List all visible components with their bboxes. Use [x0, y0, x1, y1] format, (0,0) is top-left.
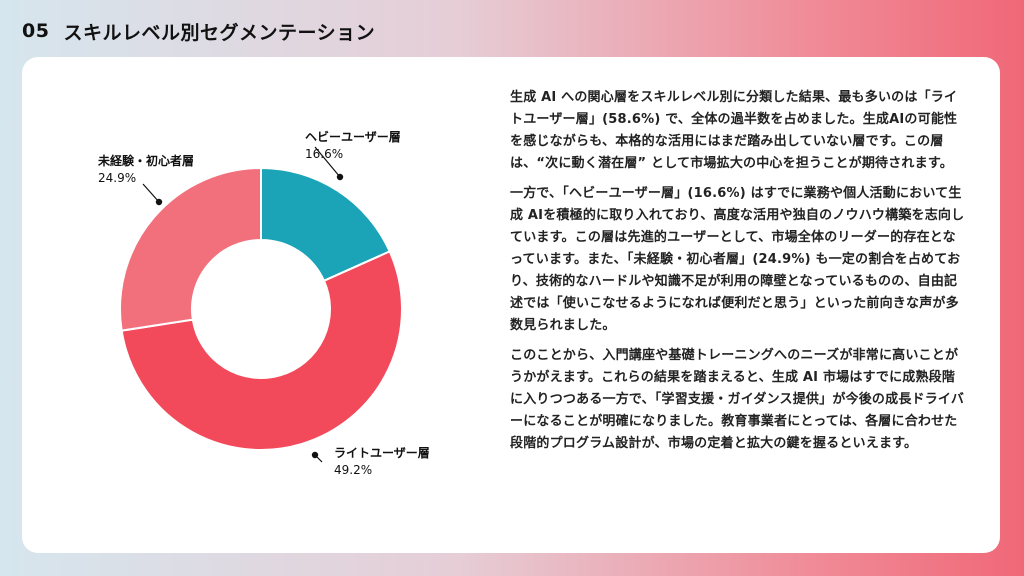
leader-dot-heavy [336, 173, 344, 181]
slice-light [120, 250, 403, 451]
leader-dot-beginner [155, 198, 163, 206]
slice-value-light: 49.2% [334, 463, 372, 477]
leader-line-beginner [142, 183, 160, 203]
paragraph-3: このことから、入門講座や基礎トレーニングへのニーズが非常に高いことがうかがえます… [510, 348, 965, 451]
leader-line-heavy [314, 146, 341, 178]
content-card: ヘビーユーザー層 16.6% ライトユーザー層 49.2% 未経験・初心者層 24.9% … [22, 57, 1000, 553]
section-number: 05 [22, 20, 50, 42]
slice-value-heavy: 16.6% [305, 147, 343, 161]
analysis-text: 生成 AI への関心層をスキルレベル別に分類した結果、最も多いのは「ライトユーザ… [510, 87, 966, 463]
paragraph-1: 生成 AI への関心層をスキルレベル別に分類した結果、最も多いのは「ライトユーザ… [510, 90, 958, 171]
slice-label-light: ライトユーザー層 [334, 446, 430, 460]
slice-value-beginner: 24.9% [98, 171, 136, 185]
slice-heavy [260, 166, 392, 283]
donut-chart-area: ヘビーユーザー層 16.6% ライトユーザー層 49.2% 未経験・初心者層 24.9% [22, 57, 502, 553]
slice-label-beginner: 未経験・初心者層 [97, 153, 194, 168]
page-title: スキルレベル別セグメンテーション [63, 21, 376, 44]
leader-dot-light [311, 451, 319, 459]
paragraph-2: 一方で、「ヘビーユーザー層」(16.6%) はすでに業務や個人活動において生成 … [510, 186, 965, 333]
slice-label-heavy: ヘビーユーザー層 [305, 129, 401, 144]
donut-chart: ヘビーユーザー層 16.6% ライトユーザー層 49.2% 未経験・初心者層 24.9% [97, 129, 430, 477]
slice-beginner [119, 166, 262, 332]
page-header: 05 スキルレベル別セグメンテーション [22, 14, 375, 48]
